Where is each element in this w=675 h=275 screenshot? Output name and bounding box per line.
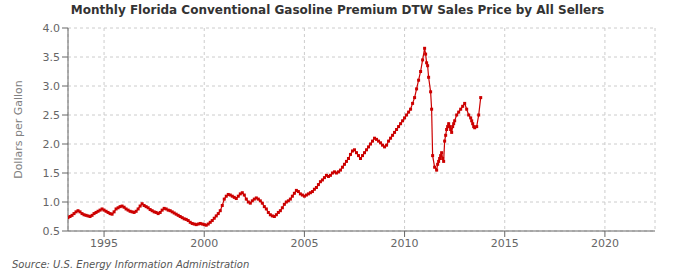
- html-text:Monthly Florida Conventional G: Monthly Florida Conventional Gasoline Pr…: [70, 3, 605, 17]
- svg-text:2.0: 2.0: [43, 138, 61, 151]
- svg-text:Dollars per Gallon: Dollars per Gallon: [12, 80, 25, 179]
- svg-text:2005: 2005: [290, 237, 318, 250]
- svg-text:2000: 2000: [190, 237, 218, 250]
- svg-text:2020: 2020: [591, 237, 619, 250]
- svg-text:0.5: 0.5: [43, 225, 61, 238]
- svg-text:4.0: 4.0: [43, 22, 61, 35]
- svg-text:2010: 2010: [391, 237, 419, 250]
- svg-text:2015: 2015: [491, 237, 519, 250]
- svg-text:1995: 1995: [90, 237, 118, 250]
- svg-text:3.5: 3.5: [43, 51, 61, 64]
- html-text:Source: U.S. Energy Informatio: Source: U.S. Energy Information Administ…: [12, 259, 250, 270]
- svg-text:1.0: 1.0: [43, 196, 61, 209]
- svg-text:1.5: 1.5: [43, 167, 61, 180]
- svg-text:2.5: 2.5: [43, 109, 61, 122]
- svg-text:3.0: 3.0: [43, 80, 61, 93]
